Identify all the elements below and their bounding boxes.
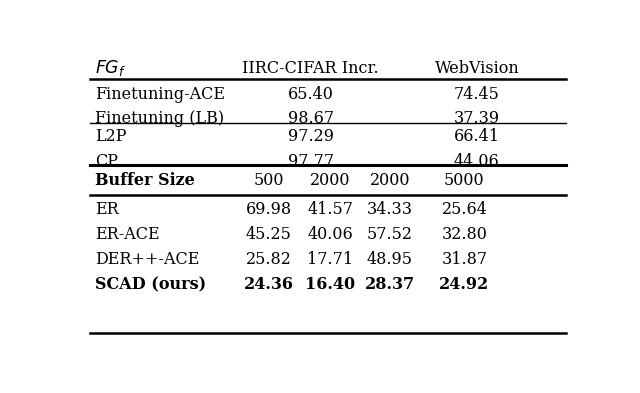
Text: 34.33: 34.33 (367, 202, 413, 219)
Text: IIRC-CIFAR Incr.: IIRC-CIFAR Incr. (243, 60, 379, 77)
Text: Finetuning (LB): Finetuning (LB) (95, 110, 224, 127)
Text: 45.25: 45.25 (246, 226, 291, 243)
Text: DER++-ACE: DER++-ACE (95, 251, 199, 268)
Text: 28.37: 28.37 (365, 276, 415, 293)
Text: 69.98: 69.98 (245, 202, 292, 219)
Text: 31.87: 31.87 (442, 251, 488, 268)
Text: 48.95: 48.95 (367, 251, 413, 268)
Text: 2000: 2000 (370, 173, 410, 189)
Text: 16.40: 16.40 (305, 276, 356, 293)
Text: 74.45: 74.45 (454, 86, 500, 103)
Text: 44.06: 44.06 (454, 153, 500, 170)
Text: 97.77: 97.77 (287, 153, 333, 170)
Text: Finetuning-ACE: Finetuning-ACE (95, 86, 225, 103)
Text: $FG_f$: $FG_f$ (95, 58, 126, 78)
Text: 17.71: 17.71 (307, 251, 353, 268)
Text: 97.29: 97.29 (287, 128, 333, 145)
Text: 24.92: 24.92 (439, 276, 490, 293)
Text: 24.36: 24.36 (243, 276, 294, 293)
Text: 41.57: 41.57 (307, 202, 353, 219)
Text: CP: CP (95, 153, 118, 170)
Text: 98.67: 98.67 (287, 110, 333, 127)
Text: 2000: 2000 (310, 173, 351, 189)
Text: 57.52: 57.52 (367, 226, 413, 243)
Text: 40.06: 40.06 (308, 226, 353, 243)
Text: SCAD (ours): SCAD (ours) (95, 276, 206, 293)
Text: Buffer Size: Buffer Size (95, 173, 195, 189)
Text: WebVision: WebVision (435, 60, 519, 77)
Text: 5000: 5000 (444, 173, 484, 189)
Text: 25.82: 25.82 (246, 251, 291, 268)
Text: 500: 500 (253, 173, 284, 189)
Text: ER: ER (95, 202, 118, 219)
Text: 32.80: 32.80 (442, 226, 487, 243)
Text: ER-ACE: ER-ACE (95, 226, 159, 243)
Text: 66.41: 66.41 (454, 128, 500, 145)
Text: 37.39: 37.39 (454, 110, 500, 127)
Text: 65.40: 65.40 (288, 86, 333, 103)
Text: L2P: L2P (95, 128, 126, 145)
Text: 25.64: 25.64 (442, 202, 487, 219)
